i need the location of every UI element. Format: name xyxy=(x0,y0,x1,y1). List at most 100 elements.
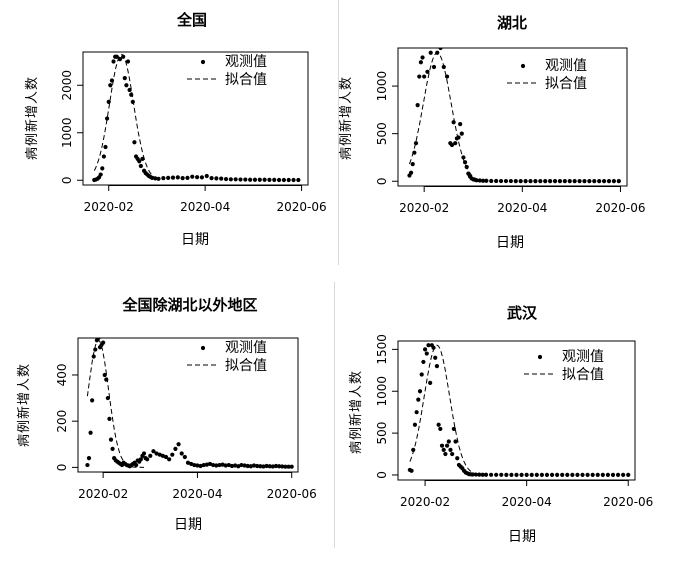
data-point xyxy=(110,446,115,451)
data-point xyxy=(185,175,190,180)
chart-title: 武汉 xyxy=(507,304,538,322)
data-point xyxy=(138,457,143,462)
data-point xyxy=(418,60,423,65)
plot-area xyxy=(407,343,631,477)
data-point xyxy=(438,48,443,51)
data-point xyxy=(192,462,197,468)
data-point xyxy=(277,464,282,469)
y-tick-label: 2000 xyxy=(60,70,74,101)
data-point xyxy=(145,457,150,462)
data-point xyxy=(434,364,440,369)
y-tick-label: 500 xyxy=(375,422,389,445)
data-point xyxy=(296,177,301,183)
data-point xyxy=(228,177,233,182)
x-axis-label: 日期 xyxy=(181,232,209,248)
x-tick-label: 2020-06 xyxy=(603,495,653,509)
x-tick-label: 2020-02 xyxy=(399,201,449,215)
data-point xyxy=(592,179,597,184)
data-point xyxy=(98,172,103,177)
fitted-curve xyxy=(409,344,486,476)
data-point xyxy=(572,179,577,184)
legend-point-marker xyxy=(520,63,526,69)
data-point xyxy=(616,179,621,184)
data-point xyxy=(410,162,415,167)
data-point xyxy=(239,462,244,468)
data-point xyxy=(211,462,216,468)
data-point xyxy=(575,472,580,477)
data-point xyxy=(494,178,499,184)
legend-label-observed: 观测值 xyxy=(225,340,267,356)
data-point xyxy=(101,154,106,159)
y-tick-label: 1000 xyxy=(375,71,389,102)
data-point xyxy=(238,177,243,182)
data-point xyxy=(544,472,550,477)
data-point xyxy=(508,178,513,184)
data-point xyxy=(248,464,253,469)
data-point xyxy=(414,410,419,415)
y-tick-label: 400 xyxy=(55,364,69,387)
y-tick-label: 1500 xyxy=(375,334,389,365)
data-point xyxy=(605,472,611,477)
data-point xyxy=(455,456,460,461)
data-point xyxy=(283,464,288,469)
data-point xyxy=(252,177,258,182)
data-point xyxy=(257,177,262,182)
data-point xyxy=(428,50,433,55)
data-point xyxy=(590,472,595,477)
data-point xyxy=(223,463,228,468)
data-point xyxy=(291,177,296,183)
data-point xyxy=(281,177,286,183)
y-axis-label: 病例新增人数 xyxy=(16,363,32,447)
data-point xyxy=(217,462,222,468)
data-point xyxy=(248,177,253,182)
data-point xyxy=(161,176,166,181)
vertical-divider-top xyxy=(338,0,339,265)
data-point xyxy=(411,447,416,452)
y-axis-label: 病例新增人数 xyxy=(348,370,364,454)
data-point xyxy=(219,176,224,181)
data-point xyxy=(101,340,106,345)
chart-title: 全国 xyxy=(176,11,207,29)
data-point xyxy=(458,122,463,127)
data-point xyxy=(199,175,205,180)
data-point xyxy=(106,99,111,104)
data-point xyxy=(286,177,291,183)
data-point xyxy=(90,398,95,403)
x-tick-label: 2020-02 xyxy=(400,495,450,509)
data-point xyxy=(562,179,567,184)
data-point xyxy=(422,347,428,352)
y-tick-label: 1000 xyxy=(375,376,389,407)
data-point xyxy=(446,439,451,444)
data-point xyxy=(173,446,178,451)
y-tick-label: 0 xyxy=(60,176,74,184)
data-point xyxy=(548,179,553,184)
data-point xyxy=(538,179,543,184)
data-point xyxy=(141,451,147,456)
data-point xyxy=(422,74,427,79)
data-point xyxy=(602,179,607,184)
data-point xyxy=(461,155,466,160)
data-point xyxy=(132,140,137,145)
data-point xyxy=(209,176,214,181)
data-point xyxy=(245,463,250,469)
data-point xyxy=(543,179,548,184)
fitted-curve xyxy=(86,339,144,468)
data-point xyxy=(273,463,279,469)
y-tick-label: 500 xyxy=(375,122,389,145)
data-point xyxy=(179,451,184,456)
data-point xyxy=(453,141,458,146)
data-point xyxy=(105,116,110,121)
data-point xyxy=(286,464,291,469)
data-point xyxy=(513,179,518,184)
vertical-divider-bottom xyxy=(334,282,335,548)
data-point xyxy=(539,472,544,477)
data-point xyxy=(587,179,592,184)
legend-label-fitted: 拟合值 xyxy=(562,367,604,383)
data-point xyxy=(214,463,219,468)
x-tick-label: 2020-02 xyxy=(84,200,134,214)
data-point xyxy=(519,472,524,477)
